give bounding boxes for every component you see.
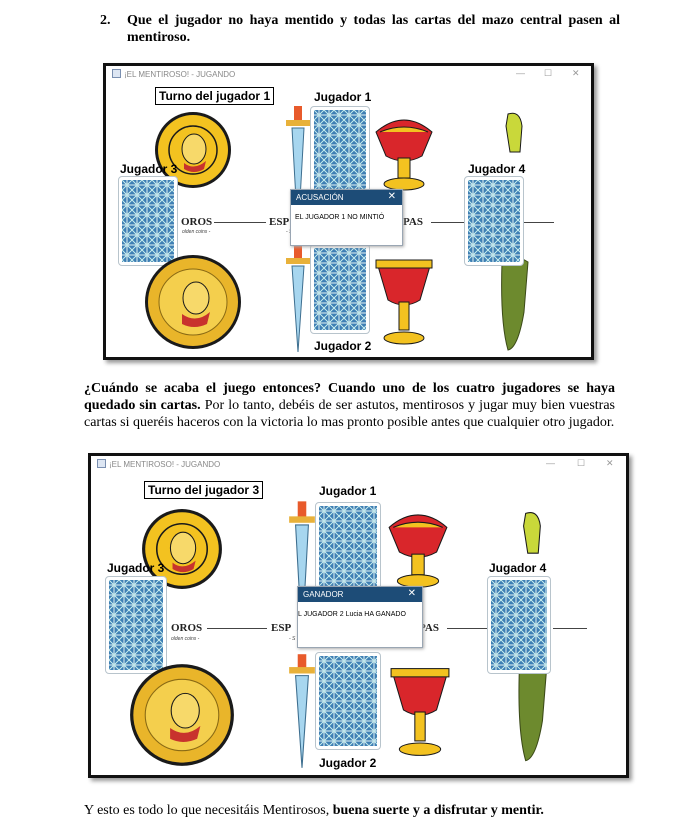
window-title: ¡EL MENTIROSO! - JUGANDO xyxy=(124,70,236,79)
dialog-title: ACUSACIÓN xyxy=(296,193,344,202)
center-pile-card[interactable] xyxy=(315,652,381,750)
oros-coin-bottom-icon xyxy=(145,255,241,349)
window-titlebar[interactable]: ¡EL MENTIROSO! - JUGANDO — ☐ ✕ xyxy=(106,66,591,82)
legend-espadas-sub: - S xyxy=(289,636,296,642)
espada-sword-top-icon xyxy=(286,106,310,237)
window-titlebar[interactable]: ¡EL MENTIROSO! - JUGANDO — ☐ ✕ xyxy=(91,456,626,472)
copa-cup-bottom-icon xyxy=(375,259,433,345)
legend-copas: PAS xyxy=(403,216,423,228)
player-1-card[interactable] xyxy=(310,106,370,196)
player-3-card[interactable] xyxy=(118,176,178,266)
dialog-header: ACUSACIÓN ✕ xyxy=(291,190,402,205)
dialog-close-icon[interactable]: ✕ xyxy=(407,588,416,599)
dialog-title: GANADOR xyxy=(303,590,344,599)
oros-coin-top-icon xyxy=(142,509,222,589)
legend-oros: OROS xyxy=(181,216,213,228)
legend-espadas: ESP xyxy=(269,216,290,228)
legend-line-right xyxy=(447,628,489,629)
player-4-card[interactable] xyxy=(464,176,524,266)
close-icon[interactable]: ✕ xyxy=(606,458,614,468)
copa-cup-top-icon xyxy=(375,119,433,191)
minimize-icon[interactable]: — xyxy=(516,68,525,78)
question-text: ¿Cuándo se acaba el juego entonces? xyxy=(84,381,322,396)
player-4-label: Jugador 4 xyxy=(489,561,547,575)
player-3-label: Jugador 3 xyxy=(120,162,178,176)
turn-indicator: Turno del jugador 1 xyxy=(155,87,275,105)
legend-espadas-sub: - S xyxy=(286,229,292,235)
legend-espadas: ESP xyxy=(271,622,292,634)
center-pile-card[interactable] xyxy=(310,244,370,334)
maximize-icon[interactable]: ☐ xyxy=(577,458,586,468)
player-4-card[interactable] xyxy=(487,576,551,674)
legend-oros: OROS xyxy=(171,622,203,634)
accusation-dialog[interactable]: ACUSACIÓN ✕ EL JUGADOR 1 NO MINTIÓ xyxy=(290,189,403,246)
step-text: Que el jugador no haya mentido y todas l… xyxy=(127,13,620,45)
java-app-icon xyxy=(97,459,106,468)
player-2-label: Jugador 2 xyxy=(319,756,377,770)
oros-coin-top-icon xyxy=(155,112,231,188)
basto-club-icon xyxy=(501,112,529,351)
closing-plain-text: Y esto es todo lo que necesitáis Mentiro… xyxy=(84,803,333,818)
close-icon[interactable]: ✕ xyxy=(572,68,580,78)
step-number: 2. xyxy=(100,13,111,28)
turn-indicator: Turno del jugador 3 xyxy=(144,481,264,499)
answer-bold-text: Cuando uno de los cuatro jugadores se ha… xyxy=(84,381,615,413)
copa-cup-bottom-icon xyxy=(390,668,450,756)
maximize-icon[interactable]: ☐ xyxy=(544,68,553,78)
closing-bold-text: buena suerte y a disfrutar y mentir. xyxy=(332,803,544,818)
player-4-label: Jugador 4 xyxy=(468,162,526,176)
screenshot-winner: ¡EL MENTIROSO! - JUGANDO — ☐ ✕ Turno del… xyxy=(88,453,629,778)
player-3-card[interactable] xyxy=(105,576,167,674)
legend-line-far-right xyxy=(553,628,587,629)
legend-line-far-right xyxy=(524,222,554,223)
player-1-label: Jugador 1 xyxy=(314,90,372,104)
answer-rest-text: Por lo tanto, debéis de ser astutos, men… xyxy=(84,398,615,430)
copa-cup-top-icon xyxy=(388,514,448,588)
legend-copas: PAS xyxy=(419,622,439,634)
dialog-message: EL JUGADOR 1 NO MINTIÓ xyxy=(295,214,385,221)
basto-club-icon xyxy=(518,512,548,762)
minimize-icon[interactable]: — xyxy=(546,458,555,468)
espada-sword-bottom-icon xyxy=(289,654,315,768)
legend-oros-sub: olden coins - xyxy=(182,229,211,235)
legend-line-right xyxy=(431,222,467,223)
legend-line xyxy=(214,222,266,223)
screenshot-accusation: ¡EL MENTIROSO! - JUGANDO — ☐ ✕ Turno del… xyxy=(103,63,594,360)
espada-sword-top-icon xyxy=(289,501,315,641)
player-1-label: Jugador 1 xyxy=(319,484,377,498)
legend-oros-sub: olden coins - xyxy=(171,636,200,642)
legend-line xyxy=(207,628,267,629)
oros-coin-bottom-icon xyxy=(130,664,234,766)
java-app-icon xyxy=(112,69,121,78)
winner-dialog[interactable]: GANADOR ✕ L JUGADOR 2 Lucia HA GANADO xyxy=(297,586,423,648)
closing-paragraph: Y esto es todo lo que necesitáis Mentiro… xyxy=(84,802,644,819)
dialog-message: L JUGADOR 2 Lucia HA GANADO xyxy=(298,611,406,618)
player-2-label: Jugador 2 xyxy=(314,339,372,353)
dialog-header: GANADOR ✕ xyxy=(298,587,422,602)
player-3-label: Jugador 3 xyxy=(107,561,165,575)
espada-sword-bottom-icon xyxy=(286,246,310,353)
step-2-paragraph: 2. Que el jugador no haya mentido y toda… xyxy=(100,12,620,46)
window-title: ¡EL MENTIROSO! - JUGANDO xyxy=(109,460,221,469)
end-of-game-paragraph: ¿Cuándo se acaba el juego entonces? Cuan… xyxy=(84,380,615,431)
dialog-close-icon[interactable]: ✕ xyxy=(387,191,396,202)
player-1-card[interactable] xyxy=(315,502,381,600)
